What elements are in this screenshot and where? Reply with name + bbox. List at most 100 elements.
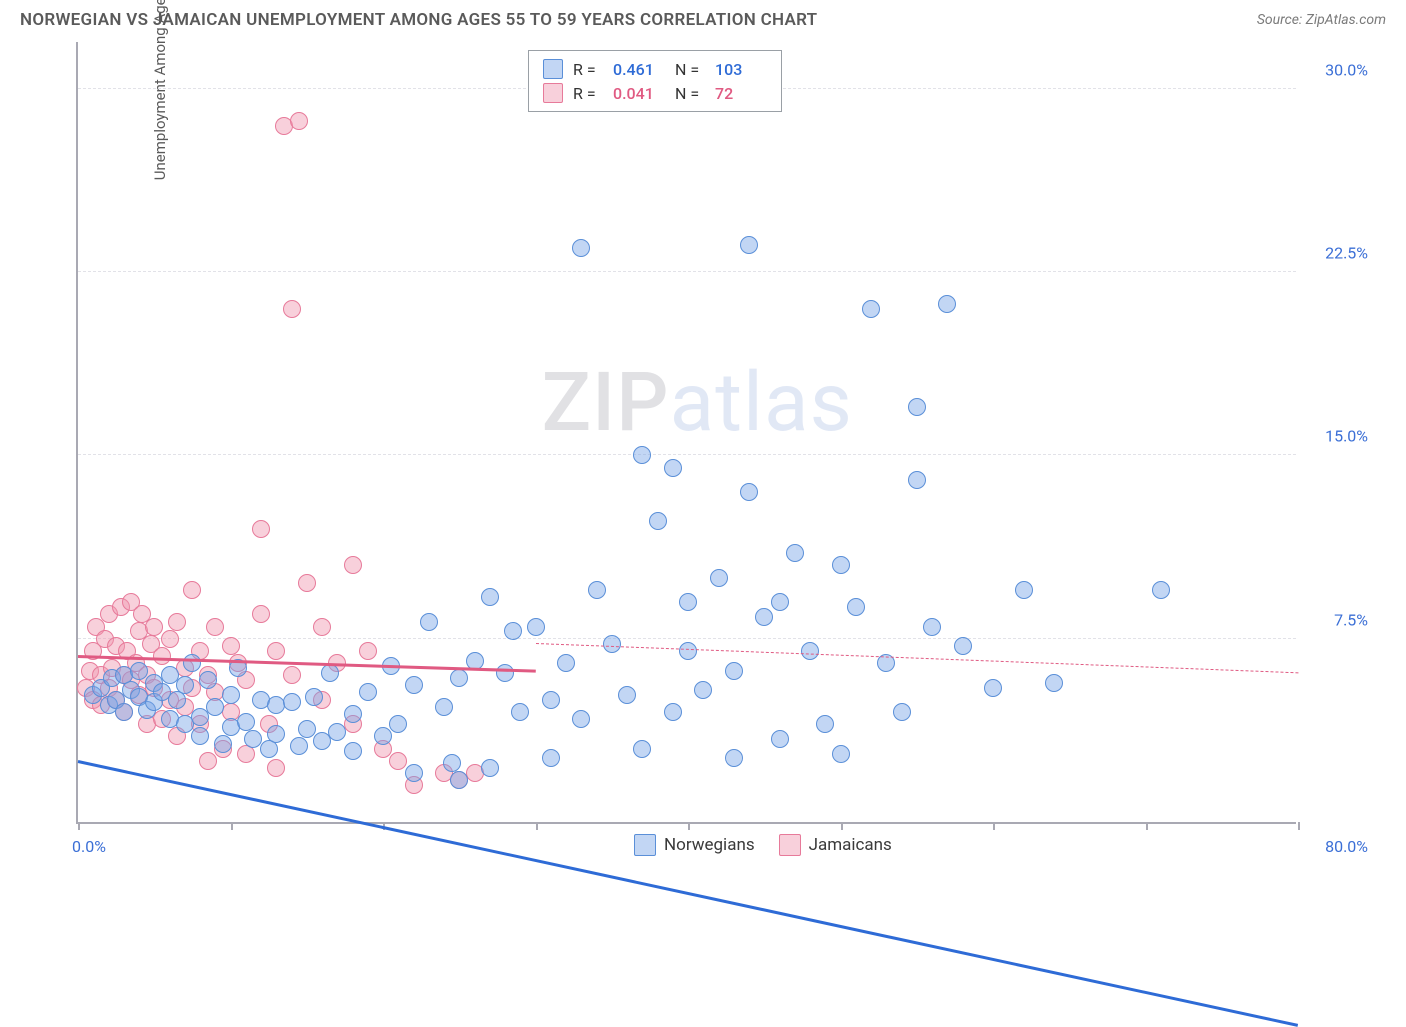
norwegian-dot [191,727,209,745]
norwegian-dot [527,618,545,636]
jamaican-dot [389,752,407,770]
norwegian-dot [725,662,743,680]
norwegian-dot [344,705,362,723]
jamaican-dot [252,605,270,623]
norwegian-dot [816,715,834,733]
trend-line [78,760,1299,1027]
norwegian-dot [588,581,606,599]
jamaican-dot [359,642,377,660]
norwegian-dot [908,471,926,489]
y-tick-label: 30.0% [1304,60,1368,79]
norwegian-dot [694,681,712,699]
gridline [78,638,1296,639]
norwegian-dot [908,398,926,416]
norwegian-dot [923,618,941,636]
gridline [78,271,1296,272]
norwegian-dot [801,642,819,660]
norwegian-dot [725,749,743,767]
norwegian-dot [633,740,651,758]
norwegian-dot [267,725,285,743]
legend-swatch [543,83,563,103]
norwegian-dot [938,295,956,313]
x-tick-mark [536,822,538,830]
norwegian-dot [771,593,789,611]
y-tick-label: 22.5% [1304,244,1368,263]
jamaican-dot [298,574,316,592]
jamaican-dot [313,618,331,636]
chart-title: NORWEGIAN VS JAMAICAN UNEMPLOYMENT AMONG… [20,10,817,30]
r-value: 0.041 [613,84,665,103]
norwegian-dot [405,676,423,694]
norwegian-dot [893,703,911,721]
x-max-label: 80.0% [1304,837,1368,856]
x-tick-mark [688,822,690,830]
norwegian-dot [1152,581,1170,599]
legend-swatch [779,834,801,856]
norwegian-dot [572,710,590,728]
norwegian-dot [542,691,560,709]
jamaican-dot [183,581,201,599]
legend-label: Jamaicans [809,835,892,855]
gridline [78,454,1296,455]
norwegian-dot [862,300,880,318]
norwegian-dot [321,664,339,682]
norwegian-dot [328,723,346,741]
n-value: 72 [715,84,767,103]
x-tick-mark [993,822,995,830]
norwegian-dot [450,669,468,687]
norwegian-dot [405,764,423,782]
n-value: 103 [715,60,767,79]
plot-area: ZIPatlas 7.5%15.0%22.5%30.0%0.0%80.0%R =… [76,42,1296,824]
series-legend: Norwegians Jamaicans [634,834,892,856]
r-value: 0.461 [613,60,665,79]
header: NORWEGIAN VS JAMAICAN UNEMPLOYMENT AMONG… [0,0,1406,36]
norwegian-dot [649,512,667,530]
norwegian-dot [710,569,728,587]
legend-item: Jamaicans [779,834,892,856]
legend-row: R =0.041N =72 [543,81,767,105]
norwegian-dot [1015,581,1033,599]
norwegian-dot [450,771,468,789]
jamaican-dot [206,618,224,636]
norwegian-dot [954,637,972,655]
x-tick-mark [841,822,843,830]
norwegian-dot [984,679,1002,697]
norwegian-dot [199,671,217,689]
legend-item: Norwegians [634,834,755,856]
watermark: ZIPatlas [542,355,853,451]
jamaican-dot [145,618,163,636]
y-tick-label: 7.5% [1304,610,1368,629]
norwegian-dot [542,749,560,767]
norwegian-dot [511,703,529,721]
norwegian-dot [496,664,514,682]
norwegian-dot [786,544,804,562]
x-tick-mark [231,822,233,830]
norwegian-dot [633,446,651,464]
jamaican-dot [267,759,285,777]
legend-label: Norwegians [664,835,755,855]
norwegian-dot [679,642,697,660]
legend-row: R =0.461N =103 [543,57,767,81]
norwegian-dot [290,737,308,755]
jamaican-dot [168,613,186,631]
norwegian-dot [222,686,240,704]
norwegian-dot [481,759,499,777]
norwegian-dot [847,598,865,616]
norwegian-dot [832,556,850,574]
norwegian-dot [130,662,148,680]
norwegian-dot [214,735,232,753]
jamaican-dot [153,647,171,665]
correlation-legend: R =0.461N =103R =0.041N =72 [528,50,782,112]
jamaican-dot [267,642,285,660]
norwegian-dot [305,688,323,706]
norwegian-dot [481,588,499,606]
norwegian-dot [443,754,461,772]
x-tick-mark [78,822,80,830]
norwegian-dot [206,698,224,716]
legend-swatch [543,59,563,79]
norwegian-dot [618,686,636,704]
norwegian-dot [572,239,590,257]
norwegian-dot [740,483,758,501]
jamaican-dot [344,556,362,574]
norwegian-dot [664,703,682,721]
